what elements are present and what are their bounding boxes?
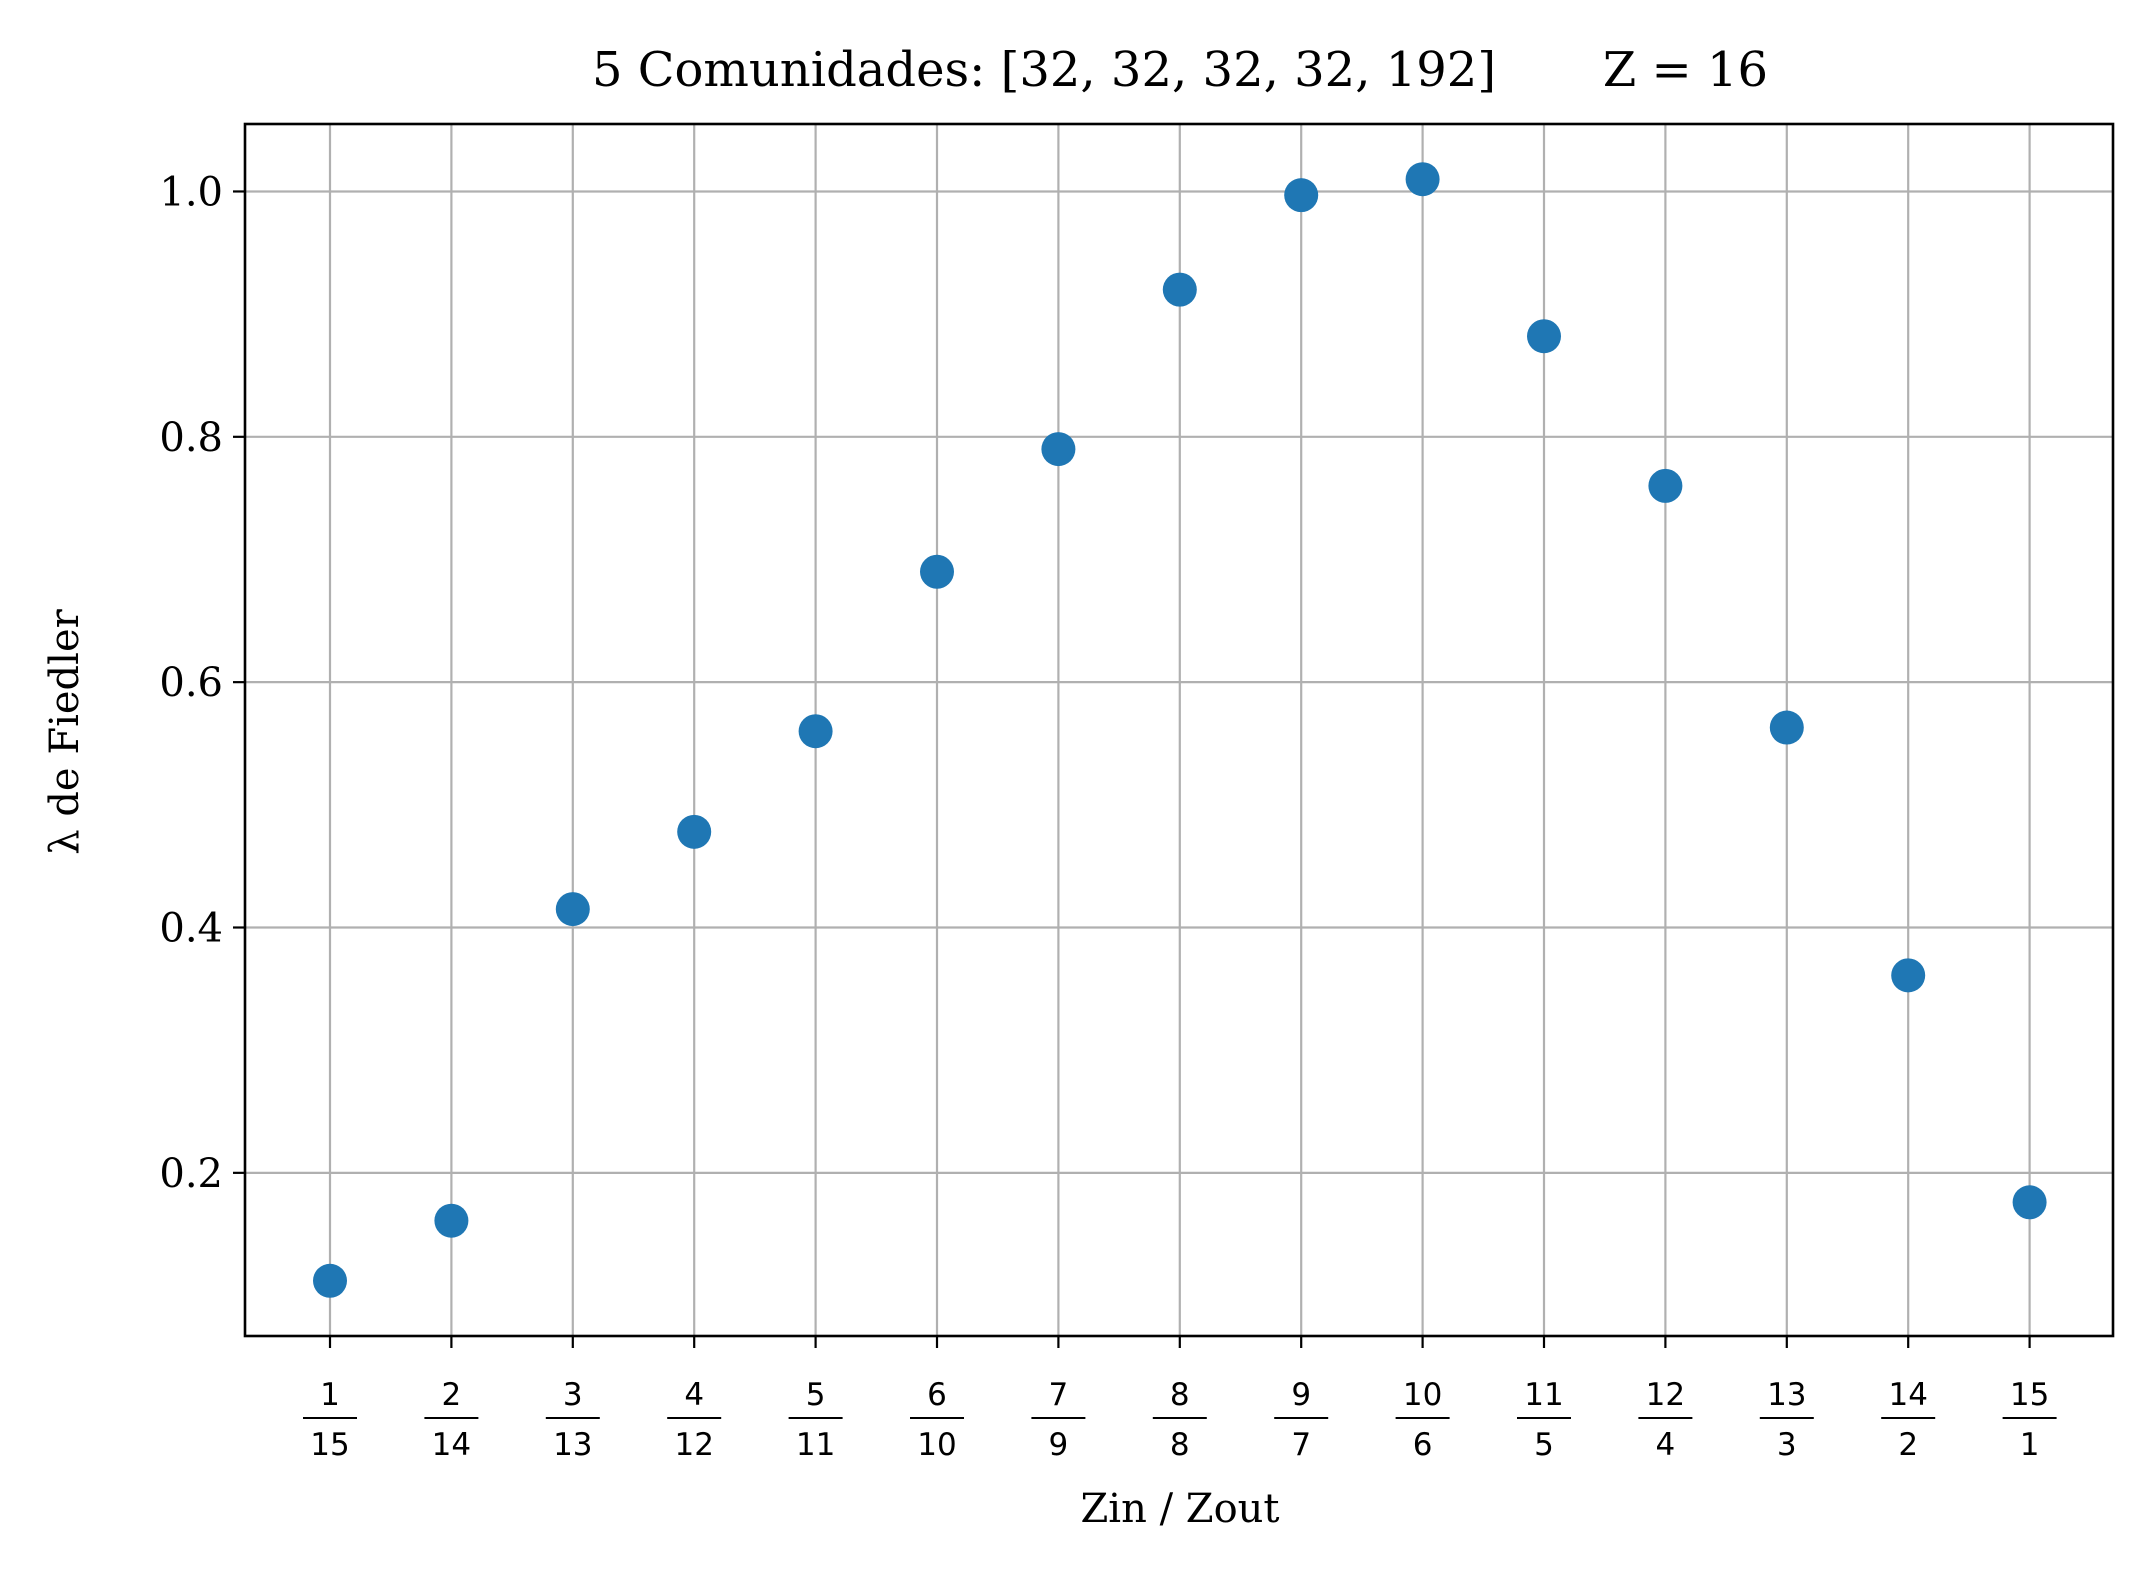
x-tick-label-denominator: 4 (1656, 1427, 1676, 1463)
x-tick-label-denominator: 2 (1898, 1427, 1918, 1463)
y-tick-label: 0.4 (159, 906, 223, 952)
x-tick-label-denominator: 11 (796, 1427, 835, 1463)
data-point (1891, 958, 1926, 993)
data-point (798, 714, 833, 749)
data-point (313, 1263, 347, 1298)
data-point (555, 892, 590, 927)
x-tick-label-numerator: 1 (320, 1377, 340, 1413)
data-point (677, 814, 712, 849)
x-tick-label-numerator: 14 (1888, 1377, 1927, 1413)
x-tick-label-numerator: 6 (927, 1377, 947, 1413)
data-point (920, 554, 954, 589)
x-tick-label-denominator: 3 (1777, 1427, 1797, 1463)
x-tick-label-numerator: 12 (1646, 1377, 1685, 1413)
x-tick-label-denominator: 1 (2020, 1427, 2040, 1463)
x-tick-label-numerator: 13 (1767, 1377, 1806, 1413)
x-tick-label-numerator: 7 (1049, 1377, 1069, 1413)
x-tick-label-denominator: 7 (1291, 1427, 1311, 1463)
x-tick-label-denominator: 6 (1413, 1427, 1433, 1463)
x-tick-label-denominator: 12 (674, 1427, 713, 1463)
data-point (1405, 162, 1440, 197)
x-tick-label-numerator: 3 (563, 1377, 583, 1413)
data-point (2012, 1185, 2047, 1220)
x-tick-label-numerator: 2 (442, 1377, 462, 1413)
data-point (434, 1203, 469, 1238)
x-tick-label-denominator: 13 (553, 1427, 592, 1463)
y-tick-label: 0.8 (159, 415, 223, 461)
y-tick-label: 1.0 (159, 169, 223, 215)
data-point (1284, 178, 1319, 213)
x-tick-label-denominator: 5 (1534, 1427, 1554, 1463)
x-tick-label-denominator: 10 (917, 1427, 956, 1463)
axis-ticks: 1152143134125116107988971061151241331421… (159, 169, 2057, 1463)
y-tick-label: 0.6 (159, 660, 223, 706)
data-point (1648, 468, 1683, 503)
x-tick-label-numerator: 15 (2010, 1377, 2049, 1413)
x-tick-label-numerator: 9 (1291, 1377, 1311, 1413)
y-tick-label: 0.2 (159, 1151, 223, 1197)
x-axis-label: Zin / Zout (1081, 1486, 1280, 1532)
x-tick-label-numerator: 4 (684, 1377, 704, 1413)
x-tick-label-numerator: 5 (806, 1377, 826, 1413)
data-point (1041, 432, 1076, 467)
chart-title: 5 Comunidades: [32, 32, 32, 32, 192] Z =… (592, 42, 1768, 98)
x-tick-label-denominator: 14 (432, 1427, 471, 1463)
x-tick-label-numerator: 11 (1524, 1377, 1563, 1413)
x-tick-label-denominator: 15 (310, 1427, 349, 1463)
x-tick-label-denominator: 8 (1170, 1427, 1190, 1463)
x-tick-label-numerator: 8 (1170, 1377, 1190, 1413)
x-tick-label-numerator: 10 (1403, 1377, 1442, 1413)
data-point (1527, 319, 1561, 354)
data-point (1769, 710, 1804, 745)
y-axis-label: λ de Fiedler (42, 608, 88, 854)
x-tick-label-denominator: 9 (1049, 1427, 1069, 1463)
data-points (313, 162, 2047, 1298)
data-point (1162, 272, 1197, 307)
